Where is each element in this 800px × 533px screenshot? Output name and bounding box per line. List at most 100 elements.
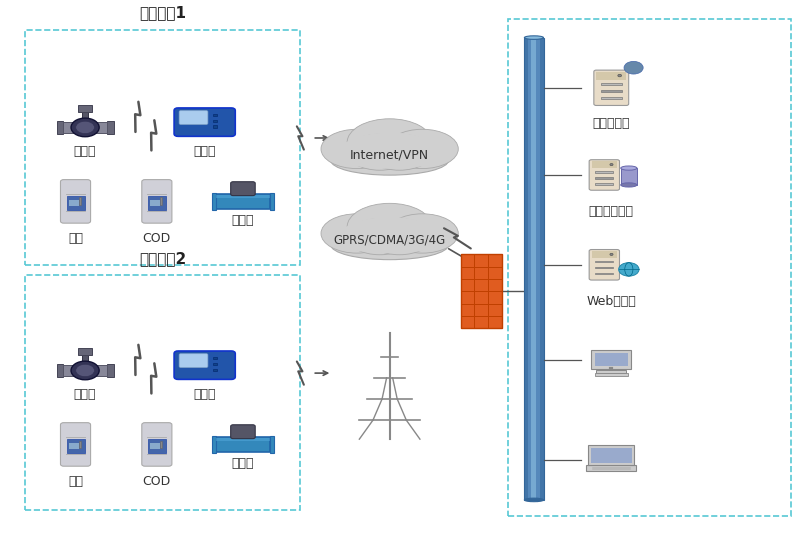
Bar bbox=[69, 200, 79, 206]
Bar bbox=[591, 350, 631, 369]
Ellipse shape bbox=[331, 146, 449, 175]
Bar bbox=[591, 448, 631, 463]
Bar bbox=[588, 445, 634, 465]
Bar bbox=[621, 168, 637, 185]
Text: 数采仪: 数采仪 bbox=[194, 389, 216, 401]
Bar bbox=[596, 72, 626, 80]
Text: GPRS/CDMA/3G/4G: GPRS/CDMA/3G/4G bbox=[334, 233, 446, 246]
Bar bbox=[148, 196, 166, 210]
Ellipse shape bbox=[524, 498, 543, 502]
Bar bbox=[216, 195, 270, 198]
Bar bbox=[591, 161, 617, 168]
Bar bbox=[26, 30, 300, 265]
Ellipse shape bbox=[386, 130, 458, 168]
FancyBboxPatch shape bbox=[174, 351, 235, 379]
Bar bbox=[82, 351, 88, 361]
Ellipse shape bbox=[524, 36, 543, 39]
Circle shape bbox=[610, 164, 613, 166]
Bar bbox=[57, 365, 63, 377]
Bar bbox=[601, 83, 622, 85]
Bar bbox=[161, 197, 162, 205]
Text: COD: COD bbox=[142, 475, 171, 488]
FancyBboxPatch shape bbox=[174, 108, 235, 136]
Text: 通讯服务器: 通讯服务器 bbox=[593, 117, 630, 130]
Bar bbox=[595, 266, 614, 268]
Ellipse shape bbox=[347, 219, 413, 255]
Bar bbox=[213, 363, 217, 365]
Bar bbox=[461, 254, 502, 328]
Text: 电控阀: 电控阀 bbox=[74, 388, 96, 401]
Bar bbox=[79, 197, 81, 205]
Text: Web服务器: Web服务器 bbox=[586, 295, 636, 308]
Ellipse shape bbox=[347, 134, 413, 170]
Ellipse shape bbox=[621, 166, 637, 170]
Bar bbox=[63, 122, 107, 133]
Bar bbox=[150, 443, 160, 449]
Bar bbox=[57, 122, 63, 134]
Circle shape bbox=[76, 121, 94, 134]
Bar bbox=[216, 438, 270, 441]
Ellipse shape bbox=[347, 119, 432, 166]
Bar bbox=[595, 273, 614, 274]
Ellipse shape bbox=[321, 130, 393, 168]
Ellipse shape bbox=[386, 214, 458, 253]
Bar bbox=[26, 276, 300, 511]
Bar bbox=[66, 196, 85, 210]
Ellipse shape bbox=[334, 230, 446, 253]
Ellipse shape bbox=[347, 203, 432, 251]
Bar bbox=[216, 437, 270, 452]
Bar bbox=[212, 192, 216, 210]
FancyBboxPatch shape bbox=[230, 182, 255, 196]
Bar bbox=[216, 194, 270, 209]
Bar bbox=[601, 97, 622, 99]
Bar bbox=[595, 177, 614, 179]
FancyBboxPatch shape bbox=[142, 423, 172, 466]
Ellipse shape bbox=[366, 134, 432, 170]
FancyBboxPatch shape bbox=[61, 180, 90, 223]
Bar bbox=[595, 171, 614, 173]
Ellipse shape bbox=[366, 219, 432, 255]
Circle shape bbox=[624, 61, 643, 74]
Bar bbox=[531, 38, 537, 500]
Bar bbox=[540, 38, 543, 500]
Text: 数据库服务器: 数据库服务器 bbox=[589, 205, 634, 218]
FancyBboxPatch shape bbox=[179, 354, 208, 367]
Text: 氨氮: 氨氮 bbox=[68, 232, 83, 245]
Circle shape bbox=[618, 74, 622, 77]
Bar bbox=[69, 443, 79, 449]
Text: 流量计: 流量计 bbox=[232, 457, 254, 470]
Circle shape bbox=[71, 118, 99, 137]
Bar bbox=[66, 439, 85, 453]
Bar bbox=[213, 357, 217, 359]
Bar bbox=[524, 38, 528, 500]
Bar bbox=[524, 38, 543, 500]
Text: 流量计: 流量计 bbox=[232, 214, 254, 227]
Ellipse shape bbox=[331, 230, 449, 260]
Bar bbox=[213, 368, 217, 371]
Circle shape bbox=[76, 364, 94, 377]
Ellipse shape bbox=[621, 183, 637, 187]
Bar bbox=[148, 439, 166, 453]
FancyBboxPatch shape bbox=[589, 160, 619, 190]
FancyBboxPatch shape bbox=[142, 180, 172, 223]
FancyBboxPatch shape bbox=[230, 425, 255, 439]
Bar bbox=[595, 261, 614, 262]
Bar bbox=[78, 106, 93, 112]
Text: 电控阀: 电控阀 bbox=[74, 145, 96, 158]
Bar bbox=[596, 370, 626, 373]
Ellipse shape bbox=[341, 133, 438, 168]
Ellipse shape bbox=[334, 146, 446, 168]
Bar bbox=[213, 125, 217, 128]
Bar bbox=[270, 435, 274, 453]
Bar bbox=[270, 192, 274, 210]
Text: 排污企业2: 排污企业2 bbox=[139, 251, 186, 266]
Bar bbox=[595, 353, 628, 367]
Ellipse shape bbox=[321, 214, 393, 253]
Bar bbox=[63, 365, 107, 376]
Bar bbox=[79, 440, 81, 448]
Bar bbox=[150, 200, 160, 206]
Bar bbox=[213, 114, 217, 116]
FancyBboxPatch shape bbox=[594, 70, 629, 106]
Circle shape bbox=[618, 263, 639, 276]
Bar bbox=[107, 122, 114, 134]
